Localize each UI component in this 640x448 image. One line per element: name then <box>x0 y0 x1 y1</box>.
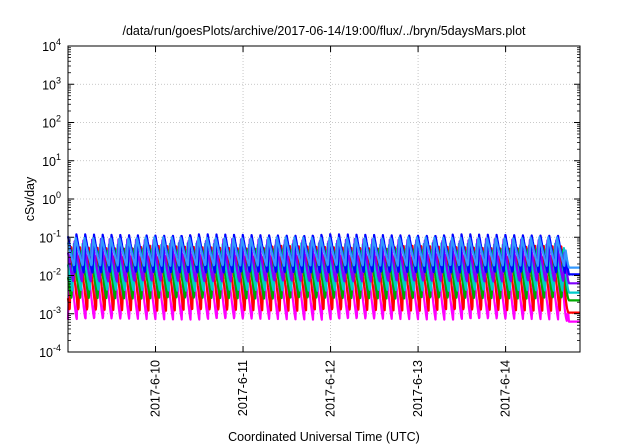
y-tick-label: 10-1 <box>39 228 61 245</box>
series-line <box>66 236 581 269</box>
tick-layer: 10-4 10-3 10-2 10-1 100 101 102 103 104 2017-6-10… <box>39 37 580 417</box>
y-tick-label: 10-2 <box>39 267 61 284</box>
x-axis-label: Coordinated Universal Time (UTC) <box>228 430 420 444</box>
x-tick-label: 2017-6-11 <box>236 360 250 416</box>
chart-title: /data/run/goesPlots/archive/2017-06-14/1… <box>122 24 526 38</box>
y-tick-label: 102 <box>42 114 61 131</box>
x-tick-label: 2017-6-10 <box>149 360 163 417</box>
y-tick-label: 103 <box>42 75 61 92</box>
series-layer <box>66 233 581 323</box>
x-tick-label: 2017-6-13 <box>411 360 425 417</box>
x-tick-label: 2017-6-14 <box>499 360 513 417</box>
y-tick-label: 101 <box>42 152 61 169</box>
y-axis-label: cSv/day <box>23 176 37 221</box>
y-tick-label: 100 <box>42 190 61 207</box>
y-tick-label: 104 <box>42 37 61 54</box>
y-tick-label: 10-3 <box>39 305 61 322</box>
x-tick-label: 2017-6-12 <box>324 360 338 417</box>
y-tick-label: 10-4 <box>39 343 61 360</box>
